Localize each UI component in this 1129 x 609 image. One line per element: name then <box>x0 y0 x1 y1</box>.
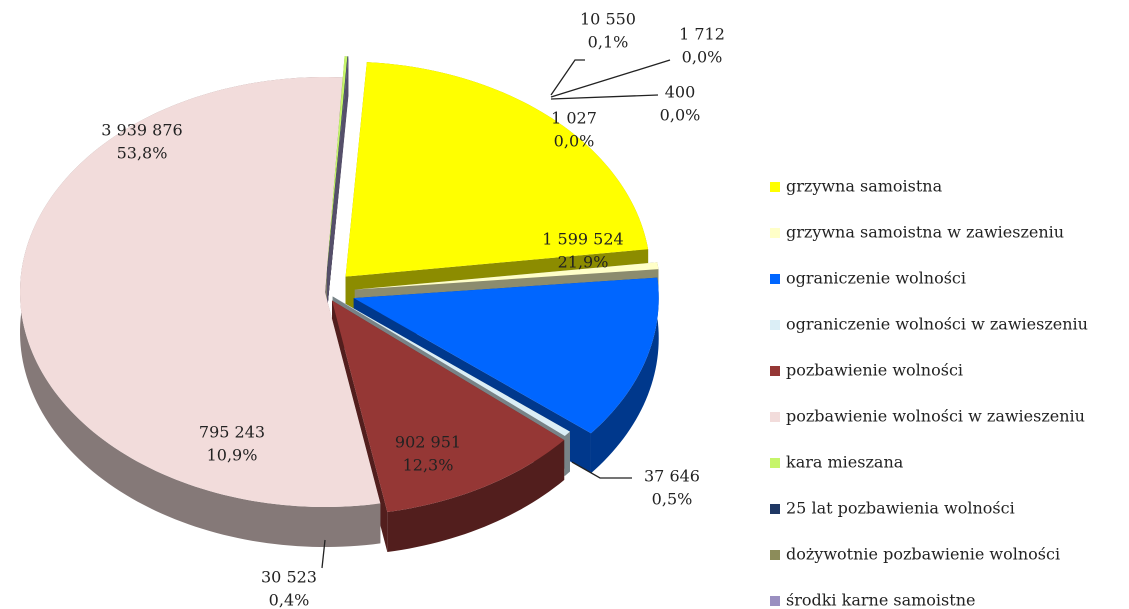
legend-label: grzywna samoistna <box>786 177 943 196</box>
legend-label: dożywotnie pozbawienie wolności <box>786 545 1060 564</box>
pie-slice <box>353 277 659 434</box>
legend-label: ograniczenie wolności <box>786 269 966 288</box>
pie-slice <box>326 56 348 271</box>
pie-tops <box>20 56 659 512</box>
legend-swatch <box>770 504 780 514</box>
legend-label: pozbawienie wolności w zawieszeniu <box>786 407 1085 426</box>
legend-label: środki karne samoistne <box>786 591 975 609</box>
legend-label: grzywna samoistna w zawieszeniu <box>786 223 1064 242</box>
value-label: 1 599 524 <box>542 230 623 249</box>
legend-swatch <box>770 228 780 238</box>
slice-side <box>564 431 570 476</box>
legend-swatch <box>770 458 780 468</box>
leader-line <box>550 94 659 100</box>
percent-label: 0,1% <box>588 33 629 52</box>
legend-swatch <box>770 274 780 284</box>
percent-label: 0,5% <box>652 490 693 509</box>
percent-label: 53,8% <box>117 144 168 163</box>
slice-side <box>590 277 659 474</box>
value-label: 3 939 876 <box>101 121 182 140</box>
percent-label: 0,0% <box>682 48 723 67</box>
legend-label: 25 lat pozbawienia wolności <box>786 499 1015 518</box>
legend-label: ograniczenie wolności w zawieszeniu <box>786 315 1088 334</box>
pie-slice <box>354 262 659 290</box>
value-label: 30 523 <box>261 568 317 587</box>
pie-slice <box>327 56 349 271</box>
value-label: 400 <box>665 83 696 102</box>
pie-slice <box>332 300 565 512</box>
pie-slice <box>332 296 570 436</box>
pie-slice <box>327 56 349 271</box>
leader-line <box>571 461 632 479</box>
percent-label: 12,3% <box>403 456 454 475</box>
legend-swatch <box>770 550 780 560</box>
percent-label: 0,0% <box>554 132 595 151</box>
percent-label: 10,9% <box>207 446 258 465</box>
legend-label: kara mieszana <box>786 453 904 472</box>
value-label: 10 550 <box>580 10 636 29</box>
leader-line <box>550 59 585 96</box>
legend-swatch <box>770 366 780 376</box>
legend-label: pozbawienie wolności <box>786 361 963 380</box>
legend-swatch <box>770 182 780 192</box>
value-label: 1 027 <box>551 109 597 128</box>
value-label: 795 243 <box>199 423 265 442</box>
pie-slice <box>20 77 381 507</box>
legend-swatch <box>770 412 780 422</box>
slice-wall <box>327 56 349 311</box>
value-label: 37 646 <box>644 467 700 486</box>
percent-label: 0,4% <box>269 591 310 609</box>
legend-swatch <box>770 596 780 606</box>
leader-line <box>321 539 326 569</box>
percent-label: 21,9% <box>558 253 609 272</box>
value-label: 1 712 <box>679 25 725 44</box>
pie-slice <box>327 56 348 271</box>
leader-line <box>550 59 671 98</box>
percent-label: 0,0% <box>660 106 701 125</box>
value-label: 902 951 <box>395 433 461 452</box>
pie-slice <box>345 62 649 277</box>
slice-side <box>387 439 565 552</box>
legend-swatch <box>770 320 780 330</box>
